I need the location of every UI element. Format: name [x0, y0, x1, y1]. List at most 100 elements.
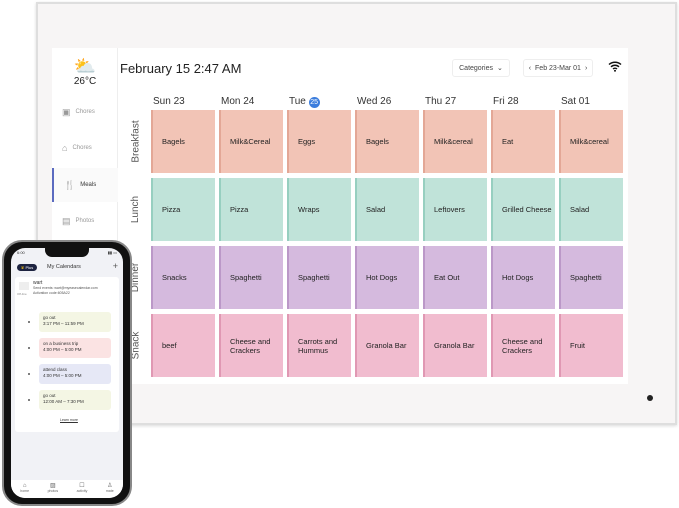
- meal-name: Milk&Cereal: [230, 137, 271, 146]
- sidebar-item-photos[interactable]: ▤ Photos: [52, 204, 118, 238]
- weather-widget: ⛅ 26°C: [52, 56, 118, 87]
- day-name: Wed: [357, 96, 378, 107]
- day-header: Fri 28: [493, 96, 519, 107]
- meal-cell[interactable]: Snacks: [151, 246, 215, 309]
- meal-cell[interactable]: Salad: [559, 178, 623, 241]
- tab-label: mate: [105, 489, 114, 493]
- user-icon: ♙: [107, 483, 113, 489]
- meal-cell[interactable]: Spaghetti: [559, 246, 623, 309]
- event-time: 3:17 PM – 11:59 PM: [43, 321, 84, 326]
- meal-cell[interactable]: Hot Dogs: [355, 246, 419, 309]
- day-header: Mon 24: [221, 96, 254, 107]
- event-item[interactable]: attend class 4:00 PM – 5:00 PM: [39, 364, 111, 384]
- chores-icon: ⌂: [62, 143, 68, 153]
- meal-name: Spaghetti: [298, 273, 330, 282]
- calendar-name: wart: [33, 280, 43, 286]
- meal-cell[interactable]: Milk&Cereal: [219, 110, 283, 173]
- sidebar-item-label: Chores: [72, 145, 92, 151]
- phone-notch: [45, 248, 89, 257]
- day-name: Fri: [493, 96, 505, 107]
- meal-name: Carrots and Hummus: [298, 336, 338, 355]
- activity-icon: ☐: [79, 483, 85, 489]
- calendar-card[interactable]: Off-line wart Send events: wart@myeaseca…: [15, 277, 119, 432]
- meal-cell[interactable]: Milk&cereal: [423, 110, 487, 173]
- categories-label: Categories: [459, 64, 493, 72]
- add-calendar-button[interactable]: +: [112, 261, 118, 271]
- event-time: 4:00 PM – 5:00 PM: [43, 373, 82, 378]
- event-item[interactable]: on a business trip 4:00 PM – 5:00 PM: [39, 338, 111, 358]
- meal-cell[interactable]: Bagels: [151, 110, 215, 173]
- calendar-info: wart Send events: wart@myeasecalendar.co…: [33, 281, 98, 296]
- meal-name: Leftovers: [434, 205, 465, 214]
- meal-cell[interactable]: Spaghetti: [219, 246, 283, 309]
- week-navigator[interactable]: ‹ Feb 23-Mar 01 ›: [523, 59, 593, 77]
- meal-name: Salad: [366, 205, 386, 214]
- meal-cell[interactable]: Carrots and Hummus: [287, 314, 351, 377]
- learn-more-link[interactable]: Learn more: [60, 418, 78, 422]
- day-number: 28: [507, 96, 519, 107]
- phone-tab-activity[interactable]: ☐ activity: [77, 483, 88, 494]
- meal-name: beef: [162, 341, 177, 350]
- meal-cell[interactable]: Milk&cereal: [559, 110, 623, 173]
- meal-cell[interactable]: Pizza: [219, 178, 283, 241]
- meal-cell[interactable]: Granola Bar: [423, 314, 487, 377]
- categories-dropdown[interactable]: Categories ⌄: [452, 59, 510, 77]
- phone-tab-mate[interactable]: ♙ mate: [105, 483, 114, 494]
- meal-cell[interactable]: Eggs: [287, 110, 351, 173]
- day-number: 26: [380, 96, 392, 107]
- event-item[interactable]: go out 3:17 PM – 11:59 PM: [39, 312, 111, 332]
- meal-cell[interactable]: Cheese and Crackers: [491, 314, 555, 377]
- meal-cell[interactable]: Fruit: [559, 314, 623, 377]
- chevron-left-icon[interactable]: ‹: [528, 64, 532, 72]
- meal-cell[interactable]: Salad: [355, 178, 419, 241]
- signal-battery-icon: ▮▮ ▭: [107, 250, 117, 255]
- meal-cell[interactable]: Leftovers: [423, 178, 487, 241]
- meal-cell[interactable]: Granola Bar: [355, 314, 419, 377]
- photos-icon: ▤: [62, 215, 71, 226]
- week-range: Feb 23-Mar 01: [535, 64, 581, 72]
- sidebar-item-chores-2[interactable]: ⌂ Chores: [52, 131, 118, 165]
- day-number: 01: [578, 96, 590, 107]
- sidebar-item-chores[interactable]: ▣ Chores: [52, 95, 118, 129]
- today-badge: 25: [308, 97, 320, 108]
- meal-cell[interactable]: Pizza: [151, 178, 215, 241]
- meal-name: Pizza: [162, 205, 181, 214]
- tab-label: photos: [47, 489, 59, 493]
- meal-name: Eggs: [298, 137, 316, 146]
- sidebar-item-meals[interactable]: 🍴 Meals: [52, 168, 118, 202]
- meal-cell[interactable]: beef: [151, 314, 215, 377]
- temperature: 26°C: [73, 76, 97, 87]
- phone-tab-bar: ⌂ home ▨ photos ☐ activity ♙ mate: [11, 480, 123, 498]
- event-time: 12:00 AM – 7:30 PM: [43, 399, 84, 404]
- event-title: go out: [43, 393, 56, 398]
- event-dot: [28, 373, 30, 375]
- meal-cell[interactable]: Bagels: [355, 110, 419, 173]
- meal-cell[interactable]: Eat Out: [423, 246, 487, 309]
- utensils-icon: 🍴: [64, 179, 76, 190]
- phone-tab-home[interactable]: ⌂ home: [20, 483, 30, 494]
- event-item[interactable]: go out 12:00 AM – 7:30 PM: [39, 390, 111, 410]
- wifi-icon: [608, 60, 622, 75]
- chevron-right-icon[interactable]: ›: [584, 64, 588, 72]
- phone-tab-photos[interactable]: ▨ photos: [47, 483, 59, 494]
- meal-name: Eat Out: [434, 273, 460, 282]
- meal-cell[interactable]: Wraps: [287, 178, 351, 241]
- meal-cell[interactable]: Grilled Cheese: [491, 178, 555, 241]
- calendar-email: Send events: wart@myeasecalendar.com: [33, 286, 98, 290]
- day-name: Sat: [561, 96, 577, 107]
- meal-cell[interactable]: Spaghetti: [287, 246, 351, 309]
- day-name: Mon: [221, 96, 241, 107]
- meal-name: Bagels: [162, 137, 185, 146]
- day-number: 27: [445, 96, 457, 107]
- tab-label: home: [20, 489, 30, 493]
- meal-cell[interactable]: Hot Dogs: [491, 246, 555, 309]
- plus-badge[interactable]: ♛ Plus: [17, 264, 37, 271]
- meal-cell[interactable]: Eat: [491, 110, 555, 173]
- chevron-down-icon: ⌄: [496, 65, 503, 72]
- calendar-icon: ▣: [62, 106, 71, 117]
- meal-cell[interactable]: Cheese and Crackers: [219, 314, 283, 377]
- meal-row-label: Lunch: [124, 178, 148, 241]
- meal-name: Cheese and Crackers: [230, 336, 271, 355]
- meal-name: Fruit: [570, 341, 585, 350]
- partly-cloudy-icon: ⛅: [73, 56, 97, 76]
